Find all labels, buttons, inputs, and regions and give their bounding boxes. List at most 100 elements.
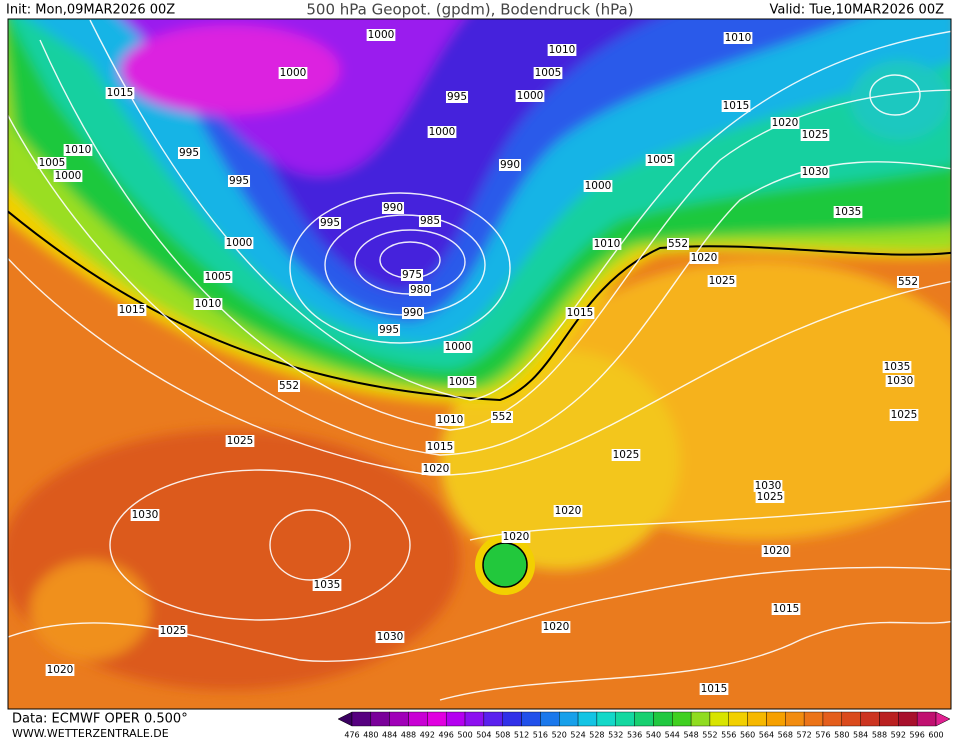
isobar-label-bg xyxy=(37,157,67,169)
isobar-label: 980 xyxy=(410,284,430,296)
colorbar-label: 484 xyxy=(382,731,397,740)
isobar-label-bg xyxy=(193,298,223,310)
isobar-label: 995 xyxy=(179,147,199,159)
isobar-label: 1035 xyxy=(835,206,862,218)
isobar-label: 1000 xyxy=(280,67,307,79)
isobar-label-bg xyxy=(565,307,595,319)
isobar-label: 552 xyxy=(898,276,918,288)
isobar-label: 1015 xyxy=(427,441,454,453)
isobar-label-bg xyxy=(882,361,912,373)
isobar-label: 995 xyxy=(320,217,340,229)
colorbar-swatch xyxy=(389,711,409,727)
isobar-label: 1025 xyxy=(227,435,254,447)
isobar-label-bg xyxy=(547,44,577,56)
colorbar-swatch xyxy=(559,711,579,727)
isobar-label-bg xyxy=(105,87,135,99)
isobar-label-bg xyxy=(366,29,396,41)
isobar-label: 1000 xyxy=(429,126,456,138)
isobar-label: 1035 xyxy=(314,579,341,591)
isobar-label-bg xyxy=(53,170,83,182)
colorbar-label: 532 xyxy=(608,731,623,740)
colorbar-swatch xyxy=(483,711,503,727)
isobar-label-bg xyxy=(45,664,75,676)
colorbar-label: 548 xyxy=(683,731,698,740)
colorbar-swatch xyxy=(747,711,767,727)
isobar-label-bg xyxy=(707,275,737,287)
isobar-label: 1000 xyxy=(226,237,253,249)
colorbar-swatch xyxy=(690,711,711,727)
isobar-label-bg xyxy=(400,269,424,281)
isobar-label: 995 xyxy=(229,175,249,187)
isobar-label-bg xyxy=(377,324,401,336)
isobar-label-bg xyxy=(501,531,531,543)
isobar-label-bg xyxy=(435,414,465,426)
isobar-label: 1000 xyxy=(585,180,612,192)
colorbar-swatch xyxy=(822,711,843,727)
isobar-label: 1020 xyxy=(555,505,582,517)
colorbar-label: 580 xyxy=(834,731,849,740)
colorbar-end-low xyxy=(337,711,353,727)
isobar-label-bg xyxy=(761,545,791,557)
isobar-label-bg xyxy=(541,621,571,633)
colorbar-label: 488 xyxy=(401,731,416,740)
isobar-label-bg xyxy=(427,126,457,138)
isobar-label: 1030 xyxy=(802,166,829,178)
isobar-label-bg xyxy=(770,117,800,129)
isobar-label: 995 xyxy=(379,324,399,336)
isobar-label: 990 xyxy=(383,202,403,214)
isobar-label: 1015 xyxy=(119,304,146,316)
isobar-label: 1030 xyxy=(755,480,782,492)
isobar-label-bg xyxy=(889,409,919,421)
colorbar-swatch xyxy=(577,711,598,727)
isobar-label-bg xyxy=(723,32,753,44)
isobar-label: 1000 xyxy=(445,341,472,353)
isobar-label: 1025 xyxy=(160,625,187,637)
isobar-label-bg xyxy=(408,284,432,296)
colorbar-label: 576 xyxy=(815,731,830,740)
isobar-label: 1015 xyxy=(567,307,594,319)
colorbar-swatch xyxy=(427,711,447,727)
isobar-label-bg xyxy=(227,175,251,187)
isobar-label-bg xyxy=(381,202,405,214)
isobar-label: 552 xyxy=(492,411,512,423)
colorbar-label: 572 xyxy=(796,731,811,740)
colorbar-swatch xyxy=(860,711,880,727)
colorbar-swatch xyxy=(916,711,937,727)
colorbar-swatch xyxy=(841,711,861,727)
isobar-label: 1020 xyxy=(543,621,570,633)
isobar-label: 1000 xyxy=(55,170,82,182)
isobar-label-bg xyxy=(800,166,830,178)
isobar-label-bg xyxy=(130,509,160,521)
colorbar-swatch xyxy=(464,711,485,727)
colorbar-label: 540 xyxy=(646,731,661,740)
colorbar-label: 512 xyxy=(514,731,529,740)
isobar-label-bg xyxy=(312,579,342,591)
colorbar-label: 556 xyxy=(721,731,736,740)
map-frame xyxy=(7,18,952,710)
isobar-label: 1010 xyxy=(65,144,92,156)
isobar-label-bg xyxy=(375,631,405,643)
isobar-label-bg xyxy=(699,683,729,695)
colorbar-end-high xyxy=(935,711,951,727)
isobar-label: 1025 xyxy=(709,275,736,287)
isobar-label: 1010 xyxy=(725,32,752,44)
isobar-label-bg xyxy=(490,411,514,423)
isobar-label: 1020 xyxy=(763,545,790,557)
colorbar-label: 544 xyxy=(665,731,680,740)
isobar-label: 1005 xyxy=(449,376,476,388)
isobar-label-bg xyxy=(203,271,233,283)
isobar-label: 1020 xyxy=(691,252,718,264)
isobar-label-bg xyxy=(425,441,455,453)
colorbar-label: 596 xyxy=(910,731,925,740)
colorbar-label: 504 xyxy=(476,731,491,740)
colorbar-label: 516 xyxy=(533,731,548,740)
isobar-label: 990 xyxy=(500,159,520,171)
isobar-label-bg xyxy=(278,67,308,79)
isobar-label: 1010 xyxy=(195,298,222,310)
colorbar-swatch xyxy=(766,711,786,727)
colorbar-label: 600 xyxy=(928,731,943,740)
isobar-label: 1020 xyxy=(47,664,74,676)
isobar-label-bg xyxy=(611,449,641,461)
isobar-label-bg xyxy=(418,215,442,227)
isobar-label: 1025 xyxy=(891,409,918,421)
